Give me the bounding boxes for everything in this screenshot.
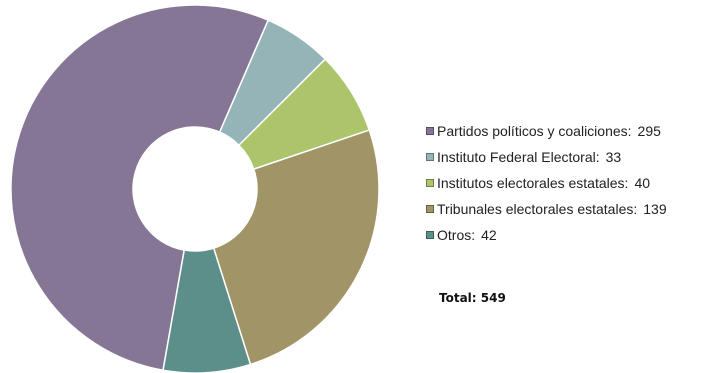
- legend-item-institutos: Institutos electorales estatales: 40: [426, 170, 706, 196]
- legend-swatch: [426, 231, 434, 239]
- chart-legend: Partidos políticos y coaliciones: 295 In…: [426, 118, 706, 248]
- donut-slice: [162, 247, 252, 373]
- legend-swatch: [426, 153, 434, 161]
- donut-slices: [10, 4, 380, 373]
- legend-value: 295: [637, 123, 661, 139]
- legend-value: 42: [481, 227, 497, 243]
- legend-label: Otros:: [437, 227, 476, 243]
- legend-label: Instituto Federal Electoral:: [437, 149, 600, 165]
- legend-item-tribunales: Tribunales electorales estatales: 139: [426, 196, 706, 222]
- legend-value: 40: [634, 175, 651, 191]
- legend-label: Partidos políticos y coaliciones:: [437, 123, 632, 139]
- legend-swatch: [426, 179, 434, 187]
- legend-label: Institutos electorales estatales:: [437, 175, 629, 191]
- legend-value: 33: [605, 149, 622, 165]
- legend-item-otros: Otros: 42: [426, 222, 706, 248]
- donut-slice: [212, 129, 380, 366]
- legend-value: 139: [643, 201, 667, 217]
- legend-swatch: [426, 127, 434, 135]
- legend-label: Tribunales electorales estatales:: [437, 201, 638, 217]
- total-label: Total: 549: [439, 291, 506, 305]
- legend-item-partidos: Partidos políticos y coaliciones: 295: [426, 118, 706, 144]
- donut-slice: [10, 4, 270, 372]
- legend-swatch: [426, 205, 434, 213]
- legend-item-ife: Instituto Federal Electoral: 33: [426, 144, 706, 170]
